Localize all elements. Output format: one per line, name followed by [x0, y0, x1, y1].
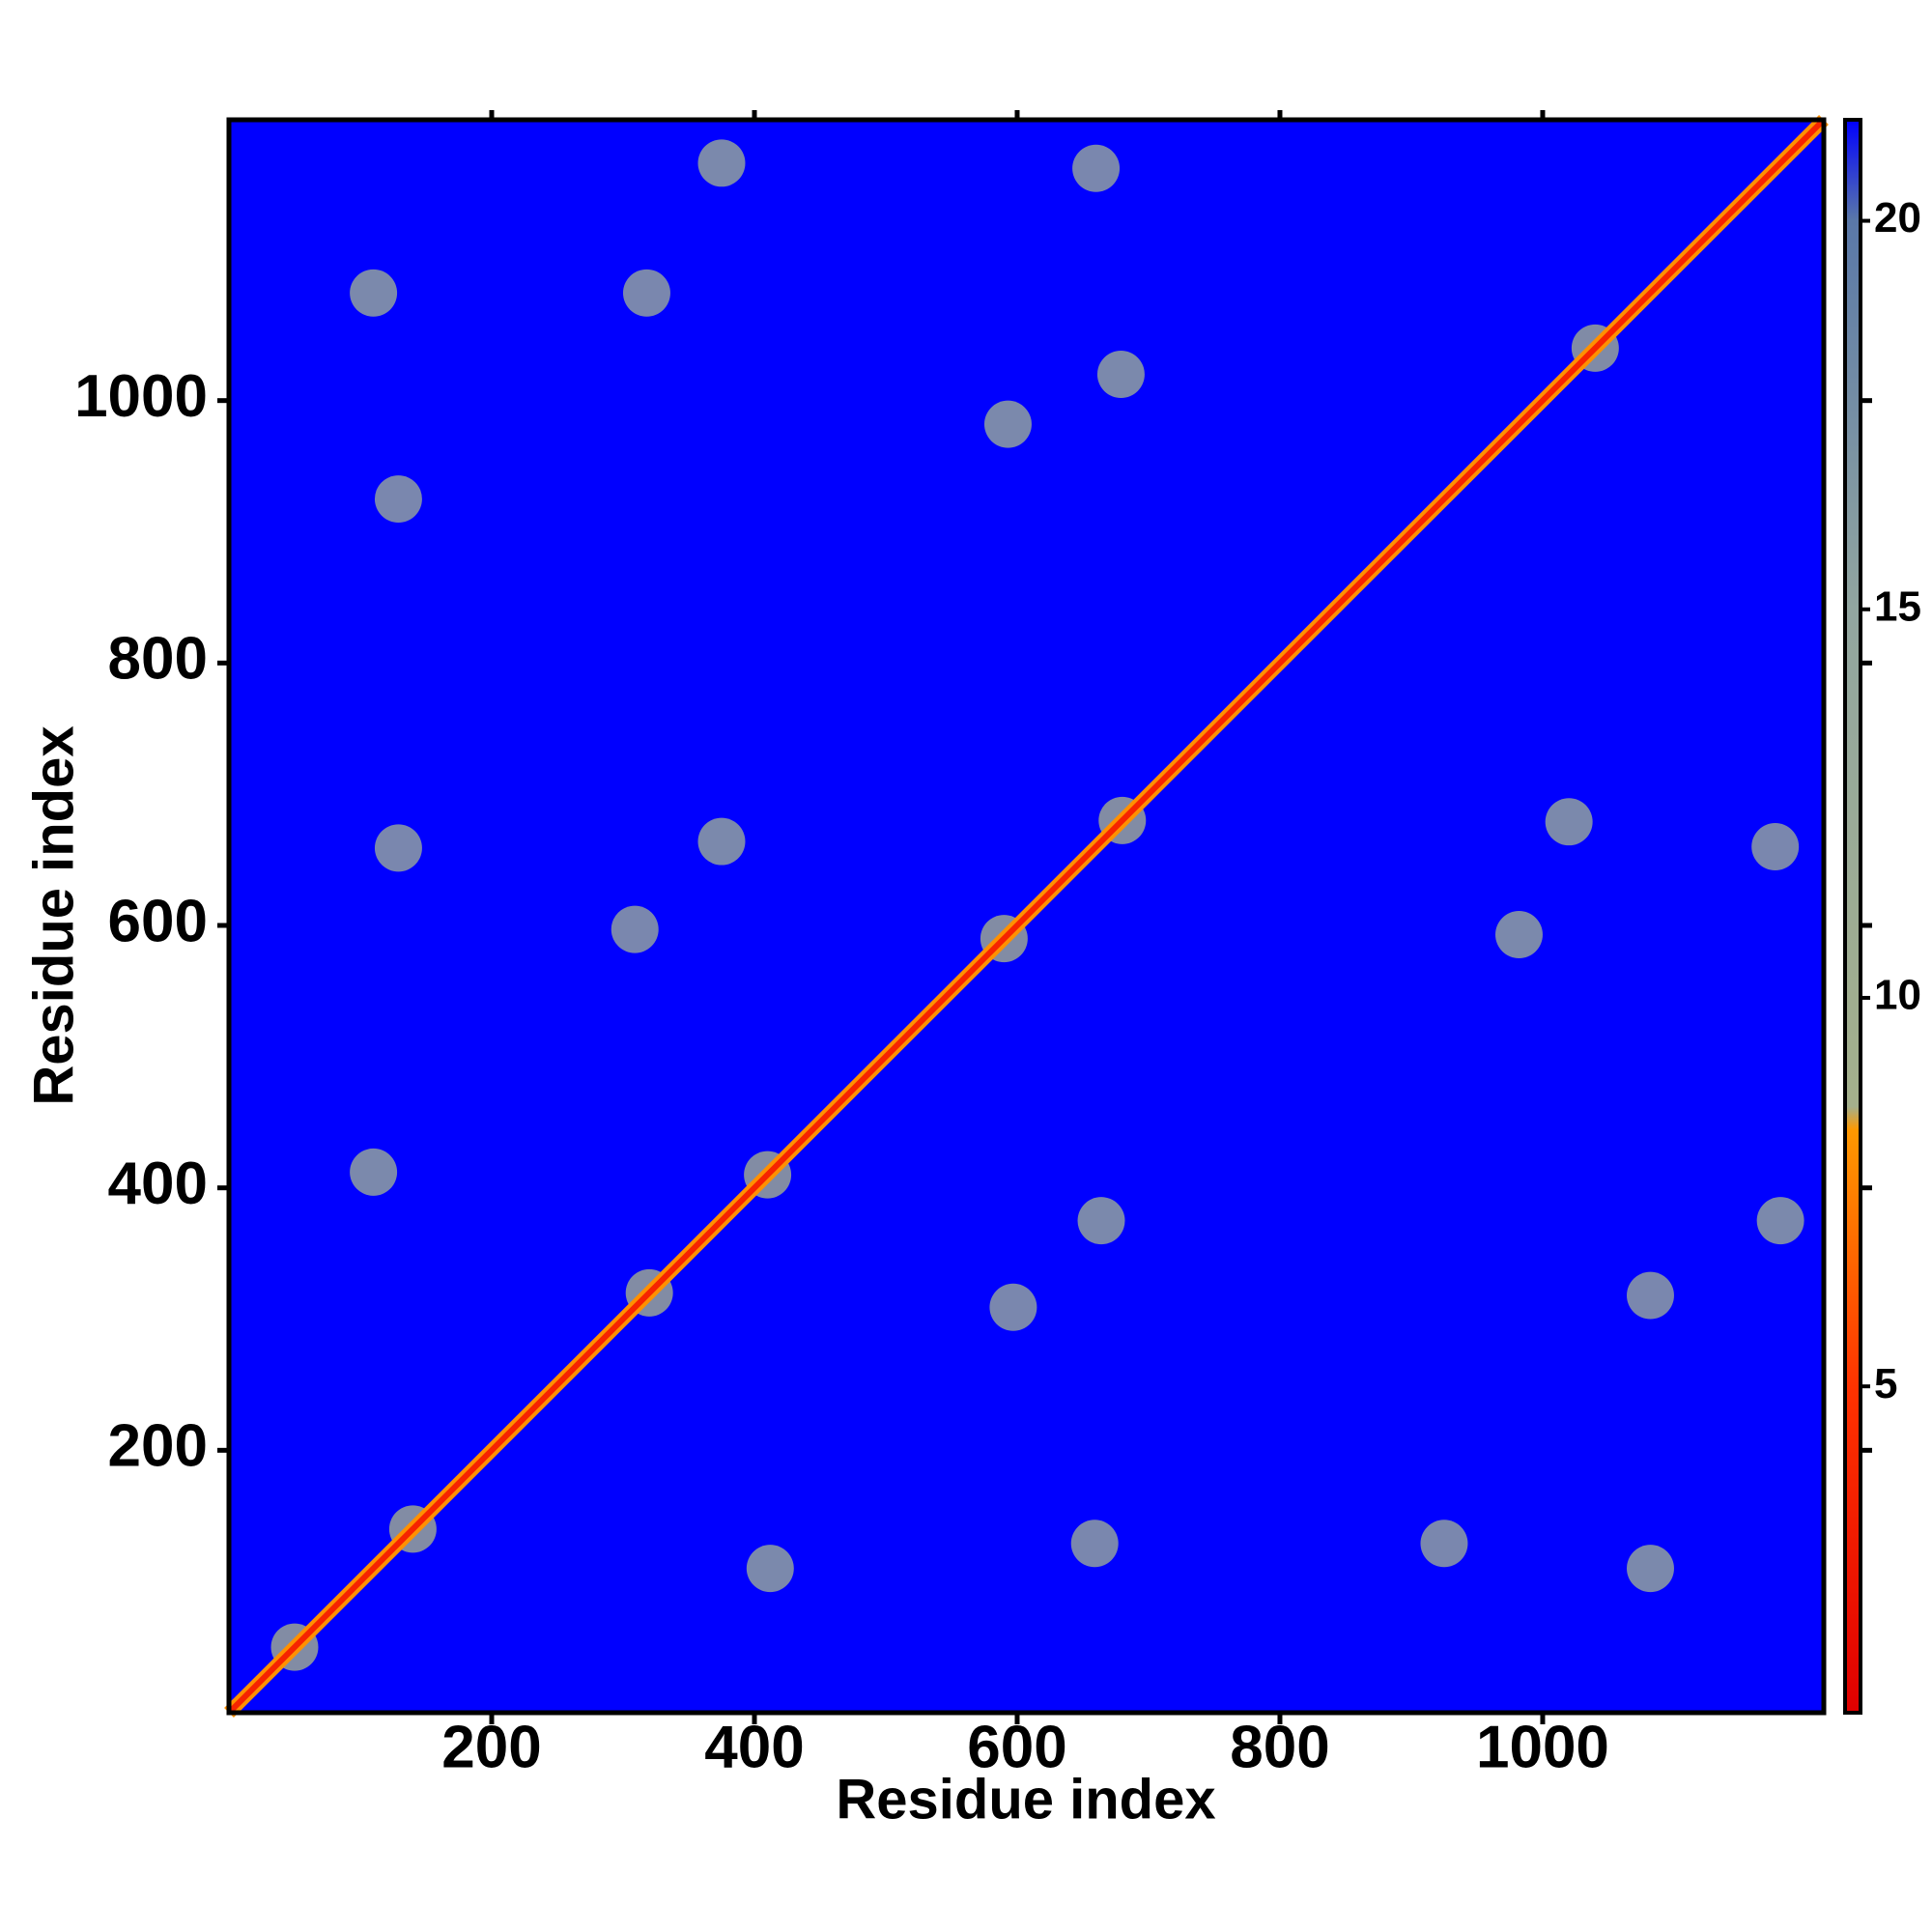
colorbar-tick-label: 5 [1874, 1360, 1897, 1407]
contact-patch [1751, 823, 1800, 870]
contact-patch [1077, 1197, 1125, 1245]
colorbar-tick-label: 20 [1874, 194, 1921, 242]
contact-patch [1096, 351, 1145, 398]
contact-patch [1627, 1545, 1674, 1593]
contact-patch [1627, 1271, 1674, 1320]
y-tick-label: 800 [108, 626, 208, 693]
y-tick-label: 600 [108, 888, 208, 954]
contact-patch [350, 1148, 398, 1196]
x-tick-label: 800 [1230, 1714, 1329, 1780]
contact-patch [622, 269, 670, 317]
contact-patch [697, 139, 746, 187]
contact-patch [1420, 1520, 1468, 1568]
contact-patch [611, 905, 659, 953]
contact-patch [374, 475, 422, 524]
x-tick-label: 200 [441, 1714, 541, 1780]
colorbar-tick-label: 15 [1874, 582, 1921, 630]
x-tick-label: 1000 [1476, 1714, 1609, 1780]
plot-frame [226, 117, 1827, 1716]
contact-patch [1070, 1520, 1119, 1568]
x-tick-label: 600 [967, 1714, 1066, 1780]
x-axis-label: Residue index [836, 1768, 1215, 1831]
colorbar [1843, 118, 1862, 1715]
contact-patch [1072, 144, 1121, 192]
contact-patch [983, 400, 1032, 448]
contact-patch [1495, 911, 1543, 958]
y-tick-label: 1000 [74, 363, 208, 430]
y-tick-label: 200 [108, 1413, 208, 1480]
contact-patch [697, 817, 746, 866]
contact-patch [350, 269, 398, 317]
contact-patch [1545, 798, 1593, 846]
contact-patch [374, 824, 422, 872]
contact-patch [989, 1283, 1037, 1331]
diagonal [226, 117, 1827, 1716]
x-tick-label: 400 [704, 1714, 804, 1780]
contact-patch [1756, 1197, 1804, 1245]
colorbar-tick-label: 10 [1874, 972, 1921, 1019]
y-axis-label: Residue index [22, 725, 85, 1105]
y-tick-label: 400 [108, 1151, 208, 1217]
contact-patch [746, 1545, 794, 1593]
